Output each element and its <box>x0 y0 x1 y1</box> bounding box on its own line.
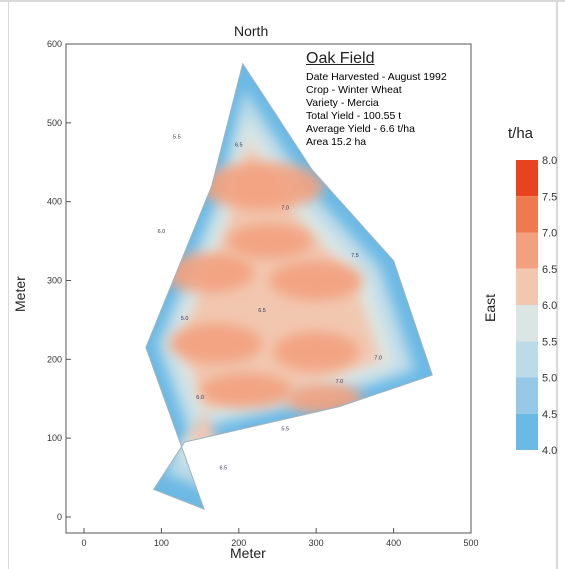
field-info-line: Variety - Mercia <box>306 97 379 109</box>
contour-label-group: 5.5 6.0 6.5 7.0 7.5 5.0 6.5 7.0 6.0 5.5 7.0 6.5 <box>158 135 382 472</box>
field-info-line: Crop - Winter Wheat <box>306 84 402 96</box>
contour-label: 6.5 <box>219 466 227 472</box>
contour-label: 5.5 <box>173 135 181 141</box>
chart-title: Oak Field <box>306 50 375 67</box>
contour-label: 7.0 <box>374 355 382 361</box>
color-legend: 8.0 7.5 7.0 6.5 6.0 5.5 5.0 4.5 4.0 <box>516 155 557 457</box>
legend-swatch <box>516 413 538 450</box>
legend-swatch <box>516 232 538 269</box>
y-tick-label: 600 <box>47 39 62 49</box>
x-axis-title: Meter <box>230 545 266 561</box>
legend-swatch <box>516 377 538 414</box>
legend-unit-title: t/ha <box>508 125 534 142</box>
legend-tick-label: 4.0 <box>542 445 557 457</box>
x-tick-label: 100 <box>154 538 169 548</box>
legend-tick-label: 7.0 <box>542 228 557 240</box>
legend-tick-label: 8.0 <box>542 155 557 167</box>
legend-tick-label: 4.5 <box>542 409 557 421</box>
east-label: East <box>482 293 498 322</box>
contour-label: 6.5 <box>235 142 243 148</box>
yield-hotspot <box>200 373 293 409</box>
y-tick-label: 500 <box>47 118 62 128</box>
contour-label: 6.5 <box>258 308 266 314</box>
x-tick-label: 500 <box>463 538 478 548</box>
legend-swatch <box>516 268 538 305</box>
field-info-line: Area 15.2 ha <box>306 136 367 148</box>
field-info-line: Average Yield - 6.6 t/ha <box>306 123 415 135</box>
field-info-box: Oak Field Date Harvested - August 1992 Cr… <box>306 50 447 149</box>
frame-left-rule <box>8 0 9 569</box>
frame-right-rule <box>556 0 558 569</box>
legend-swatch <box>516 341 538 378</box>
x-tick-label: 300 <box>309 538 324 548</box>
y-tick-label: 200 <box>47 354 62 364</box>
legend-tick-label: 5.0 <box>542 373 557 385</box>
legend-swatch <box>516 196 538 233</box>
yield-hotspot <box>242 428 274 448</box>
field-info-line: Total Yield - 100.55 t <box>306 110 402 122</box>
field-info-line: Date Harvested - August 1992 <box>306 71 447 83</box>
contour-label: 7.5 <box>351 253 359 259</box>
field-boundary <box>145 62 433 510</box>
frame-top-rule <box>0 0 565 2</box>
plot-area <box>65 43 472 534</box>
contour-label: 5.0 <box>181 316 189 322</box>
x-tick-label: 400 <box>386 538 401 548</box>
y-tick-label: 0 <box>57 512 62 522</box>
contour-label: 6.0 <box>158 229 166 235</box>
field-info-lines: Date Harvested - August 1992 Crop - Winte… <box>306 71 447 149</box>
legend-tick-label: 7.5 <box>542 191 557 203</box>
contour-label: 7.0 <box>281 206 289 212</box>
north-label: North <box>234 23 269 39</box>
y-axis-ticks: 0 100 200 300 400 500 600 <box>47 39 71 522</box>
x-tick-label: 0 <box>81 538 86 548</box>
x-tick-label: 200 <box>231 538 246 548</box>
legend-tick-label: 6.0 <box>542 300 557 312</box>
legend-tick-label: 5.5 <box>542 336 557 348</box>
x-axis-ticks: 0 100 200 300 400 500 <box>81 528 479 548</box>
yield-hotspot <box>269 260 363 301</box>
yield-contour-layer <box>145 63 433 510</box>
legend-swatch <box>516 160 538 197</box>
yield-hotspot <box>273 331 359 372</box>
contour-label: 6.0 <box>196 395 204 401</box>
yield-hotspot <box>200 162 324 210</box>
contour-label: 5.5 <box>281 426 289 432</box>
y-tick-label: 400 <box>47 197 62 207</box>
yield-hotspot <box>169 323 263 364</box>
y-tick-label: 300 <box>47 276 62 286</box>
yield-hotspot <box>227 223 313 259</box>
legend-swatch <box>516 305 538 342</box>
y-axis-title: Meter <box>12 276 28 312</box>
yield-hotspot <box>161 252 255 293</box>
y-tick-label: 100 <box>47 433 62 443</box>
legend-tick-label: 6.5 <box>542 264 557 276</box>
contour-label: 7.0 <box>336 379 344 385</box>
